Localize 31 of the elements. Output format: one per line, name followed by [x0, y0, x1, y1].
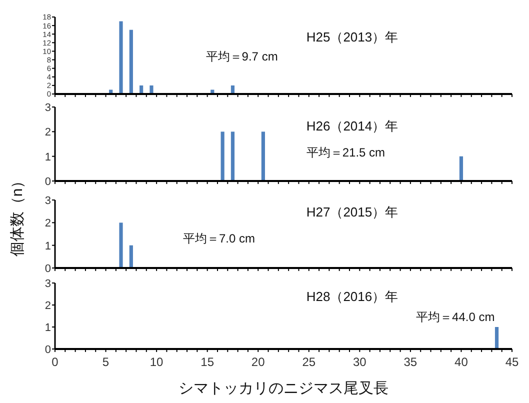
x-tick-label: 40: [454, 355, 468, 369]
chart-title: H27（2015）年: [306, 204, 398, 220]
text: H28（2016）年: [306, 289, 398, 304]
y-tick-label: 3: [44, 194, 51, 207]
x-tick-label: 10: [150, 355, 164, 369]
x-tick-label: 5: [102, 355, 110, 369]
y-tick-label: 3: [44, 278, 51, 290]
annotation: 平均＝9.7 cm: [206, 50, 278, 64]
y-tick-label: 2: [44, 126, 51, 139]
x-tick-label: 30: [352, 355, 367, 369]
annotation: 平均＝44.0 cm: [416, 310, 495, 324]
x-tick-label: 45: [505, 355, 519, 369]
y-tick-label: 0: [44, 344, 51, 356]
x-tick-label: 25: [302, 355, 316, 369]
x-tick-label: 20: [251, 355, 266, 369]
annotation: 平均＝21.5 cm: [306, 145, 386, 160]
y-tick-label: 1: [44, 322, 51, 334]
y-tick-label: 1: [44, 240, 51, 252]
text: H25（2013）年: [306, 29, 398, 44]
y-tick-label: 1: [44, 151, 51, 164]
annotation: 平均＝7.0 cm: [182, 231, 255, 246]
y-tick-label: 0: [44, 176, 51, 188]
y-tick-label: 3: [44, 102, 51, 114]
y-tick-label: 2: [44, 218, 51, 230]
x-tick-label: 35: [404, 355, 418, 369]
x-tick-label: 15: [200, 355, 214, 369]
y-tick-label: 2: [44, 300, 51, 312]
text: H26（2014）年: [306, 118, 398, 134]
y-tick-label: 0: [44, 262, 51, 275]
x-axis-title: シマトッカリのニジマス尾叉長: [178, 380, 388, 397]
y-axis-title: 個体数（n）: [9, 173, 26, 257]
